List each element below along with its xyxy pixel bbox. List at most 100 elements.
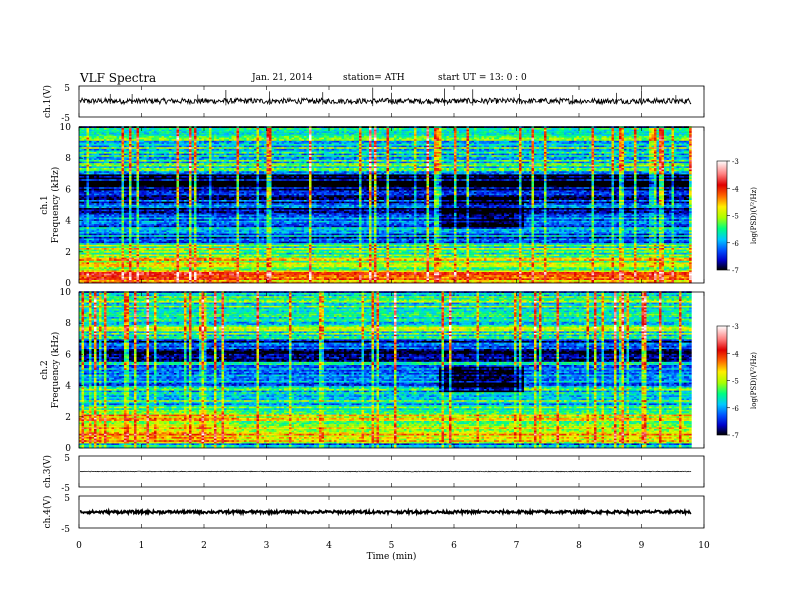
ch1-spectrogram-cell <box>99 237 102 239</box>
ch1-spectrogram-cell <box>124 275 127 277</box>
ch1-spectrogram-cell <box>92 221 95 223</box>
ch1-spectrogram-cell <box>124 129 127 131</box>
ch1-spectrogram-cell <box>142 222 145 224</box>
ch1-spectrogram-cell <box>129 257 132 259</box>
ch1-spectrogram-cell <box>84 166 87 168</box>
ch1-spectrogram-cell <box>109 179 112 181</box>
ch1-spectrogram-cell <box>117 225 120 227</box>
ch1-spectrogram-cell <box>144 165 147 167</box>
ch1-spectrogram-cell <box>114 179 117 181</box>
ch1-spectrogram-cell <box>152 261 155 263</box>
ch1-spectrogram-cell <box>134 264 137 266</box>
ch1-spectrogram-cell <box>147 182 150 184</box>
ch1-spectrogram-cell <box>137 257 140 259</box>
ch1-spectrogram-cell <box>119 179 122 181</box>
ch1-spectrogram-cell <box>147 211 150 213</box>
ch1-spectrogram-cell <box>132 200 135 202</box>
ch1-spectrogram-cell <box>119 137 122 139</box>
ch1-spectrogram-cell <box>97 227 100 229</box>
ch1-spectrogram-cell <box>144 265 147 267</box>
ch1-spectrogram-cell <box>142 163 145 165</box>
ch1-spectrogram-cell <box>112 157 115 159</box>
ch1-spectrogram-cell <box>79 264 82 266</box>
ch1-spectrogram-cell <box>142 278 145 280</box>
ch1-spectrogram-cell <box>122 262 125 264</box>
ch1-spectrogram-cell <box>89 160 92 162</box>
ch1-spectrogram-cell <box>154 257 157 259</box>
ch1-spectrogram-cell <box>117 157 120 159</box>
ch1-spectrogram-cell <box>119 169 122 171</box>
ch1-spectrogram-cell <box>119 241 122 243</box>
ch1-spectrogram-cell <box>124 272 127 274</box>
ch1-spectrogram-cell <box>82 208 85 210</box>
ch1-spectrogram-cell <box>114 189 117 191</box>
ch1-spectrogram-cell <box>117 141 120 143</box>
ch1-spectrogram-cell <box>87 184 90 186</box>
ch1-spectrogram-cell <box>127 233 130 235</box>
ch1-spectrogram-cell <box>149 131 152 133</box>
ch1-spectrogram-cell <box>104 160 107 162</box>
ch1-spectrogram-cell <box>94 160 97 162</box>
ch1-spectrogram-cell <box>99 136 102 138</box>
ch1-spectrogram-cell <box>119 230 122 232</box>
ch1-spectrogram-cell <box>139 208 142 210</box>
ch1-spectrogram-cell <box>124 160 127 162</box>
ch1-spectrogram-cell <box>112 221 115 223</box>
ch1-spectrogram-cell <box>97 243 100 245</box>
ch1-spectrogram-cell <box>129 128 132 130</box>
ch1-spectrogram-cell <box>147 264 150 266</box>
ch1-spectrogram-cell <box>92 264 95 266</box>
ch1-spectrogram-cell <box>104 246 107 248</box>
ch1-spectrogram-cell <box>139 181 142 183</box>
ch1-spectrogram-cell <box>144 158 147 160</box>
ch1-spectrogram-cell <box>104 278 107 280</box>
ch1-spectrogram-cell <box>132 198 135 200</box>
ch1-spectrogram-cell <box>87 131 90 133</box>
ch1-spectrogram-cell <box>97 225 100 227</box>
ch1-spectrogram-cell <box>144 253 147 255</box>
ch1-spectrogram-cell <box>92 133 95 135</box>
ch1-spectrogram-cell <box>147 201 150 203</box>
ch1-spectrogram-cell <box>127 189 130 191</box>
ch1-spectrogram-cell <box>102 245 105 247</box>
ch1-spectrogram-cell <box>112 249 115 251</box>
ch1-spectrogram-cell <box>99 133 102 135</box>
ch1-spectrogram-cell <box>82 174 85 176</box>
ch1-spectrogram-cell <box>139 259 142 261</box>
ch1-spectrogram-cell <box>79 173 82 175</box>
ch1-spectrogram-cell <box>82 187 85 189</box>
ch1-spectrogram-cell <box>107 208 110 210</box>
ch1-spectrogram-cell <box>99 235 102 237</box>
ch1-spectrogram-cell <box>144 141 147 143</box>
ch1-spectrogram-cell <box>137 280 140 282</box>
ch1-spectrogram-cell <box>139 189 142 191</box>
ch1-spectrogram-cell <box>132 147 135 149</box>
ch1-spectrogram-cell <box>102 262 105 264</box>
ch1-spectrogram-cell <box>112 230 115 232</box>
ch1-spectrogram-cell <box>147 259 150 261</box>
ch1-spectrogram-cell <box>84 219 87 221</box>
ch1-spectrogram-cell <box>149 235 152 237</box>
ch1-spectrogram-cell <box>97 219 100 221</box>
ch1-spectrogram-cell <box>102 197 105 199</box>
ch1-spectrogram-cell <box>119 149 122 151</box>
ch1-spectrogram-cell <box>134 261 137 263</box>
ch1-spectrogram-cell <box>97 201 100 203</box>
ch1-spectrogram-cell <box>134 168 137 170</box>
ch1-spectrogram-cell <box>99 173 102 175</box>
ch1-spectrogram-cell <box>149 280 152 282</box>
ch1-spectrogram-cell <box>127 158 130 160</box>
ch1-spectrogram-cell <box>102 277 105 279</box>
ch1-spectrogram-cell <box>129 166 132 168</box>
ch1-spectrogram-cell <box>94 221 97 223</box>
ch1-spectrogram-cell <box>127 256 130 258</box>
ch1-spectrogram-cell <box>104 169 107 171</box>
ch1-spectrogram-cell <box>144 197 147 199</box>
ch1-spectrogram-cell <box>152 176 155 178</box>
ch1-spectrogram-cell <box>119 256 122 258</box>
ch1-spectrogram-cell <box>107 149 110 151</box>
ch1-spectrogram-cell <box>137 192 140 194</box>
ch1-spectrogram-cell <box>147 272 150 274</box>
ch1-spectrogram-cell <box>149 233 152 235</box>
ch1-spectrogram-cell <box>144 142 147 144</box>
